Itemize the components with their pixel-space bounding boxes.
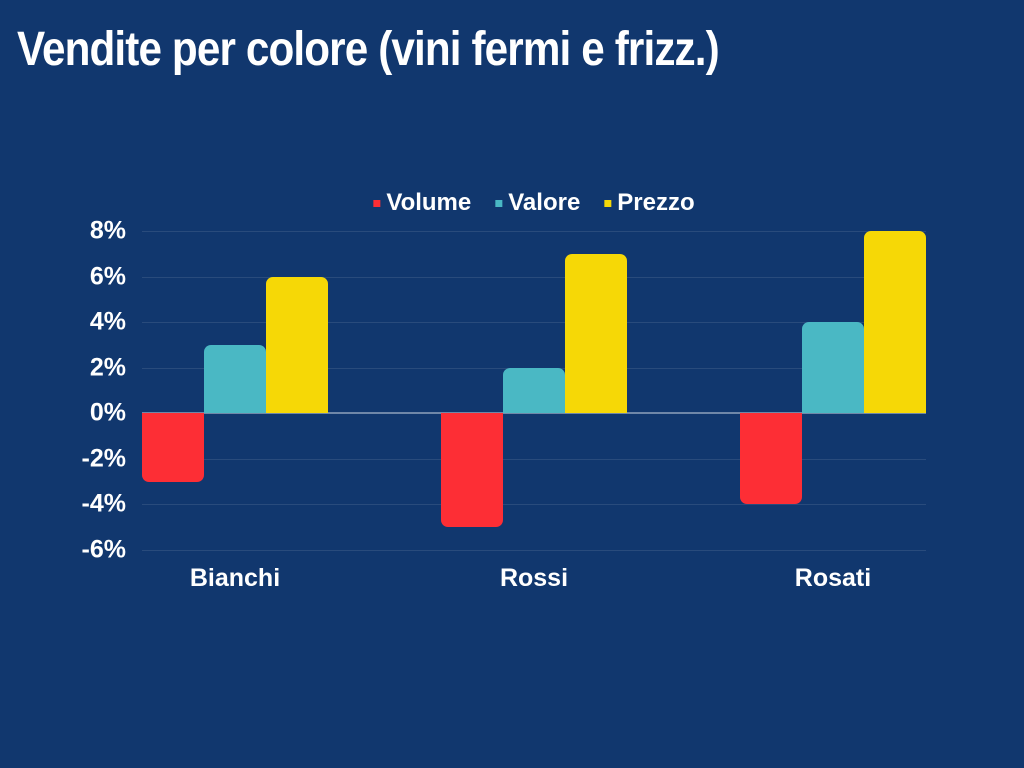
legend-label-prezzo: Prezzo bbox=[617, 189, 695, 216]
bar-valore-rossi[interactable] bbox=[503, 367, 565, 414]
x-axis-category-label: Bianchi bbox=[189, 564, 281, 592]
bar-valore-bianchi[interactable] bbox=[204, 344, 266, 414]
zero-baseline-line bbox=[142, 412, 926, 415]
legend-item-valore[interactable]: Valore bbox=[495, 189, 580, 217]
y-axis-tick-label: 2% bbox=[89, 353, 126, 382]
bar-volume-rossi[interactable] bbox=[441, 413, 503, 528]
legend-item-volume[interactable]: Volume bbox=[373, 189, 471, 217]
x-axis-category-label: Rossi bbox=[499, 564, 569, 592]
plot-area: Volume Valore Prezzo 8% 6% 4% 2% 0% -2% -4% -6%… bbox=[82, 189, 926, 592]
legend-label-volume: Volume bbox=[386, 189, 472, 216]
bar-prezzo-rossi[interactable] bbox=[565, 253, 627, 414]
gridline bbox=[142, 322, 926, 324]
chart-title: Vendite per colore (vini fermi e frizz.) bbox=[17, 23, 720, 76]
volume-legend-marker-icon bbox=[373, 199, 381, 207]
prezzo-legend-marker-icon bbox=[604, 199, 612, 207]
legend-item-prezzo[interactable]: Prezzo bbox=[604, 189, 695, 217]
bar-valore-rosati[interactable] bbox=[802, 322, 864, 414]
y-axis-tick-label: -4% bbox=[81, 489, 126, 518]
gridline bbox=[142, 550, 926, 551]
y-axis-tick-label: 6% bbox=[89, 262, 126, 291]
bar-volume-rosati[interactable] bbox=[740, 413, 802, 505]
y-axis-tick-label: -6% bbox=[81, 535, 126, 564]
valore-legend-marker-icon bbox=[495, 199, 503, 207]
gridline bbox=[142, 458, 926, 460]
bar-volume-bianchi[interactable] bbox=[142, 413, 204, 482]
y-axis-tick-label: 4% bbox=[89, 307, 126, 336]
gridline bbox=[142, 504, 926, 506]
y-axis-tick-label: 0% bbox=[89, 398, 126, 427]
bar-prezzo-bianchi[interactable] bbox=[266, 276, 328, 414]
y-axis-tick-label: 8% bbox=[89, 216, 126, 245]
bar-prezzo-rosati[interactable] bbox=[864, 231, 926, 414]
y-axis-tick-label: -2% bbox=[81, 444, 126, 473]
gridline bbox=[142, 231, 926, 232]
gridline bbox=[142, 276, 926, 278]
legend-label-valore: Valore bbox=[508, 189, 581, 216]
x-axis-category-label: Rosati bbox=[794, 564, 872, 592]
legend: Volume Valore Prezzo bbox=[373, 189, 695, 217]
